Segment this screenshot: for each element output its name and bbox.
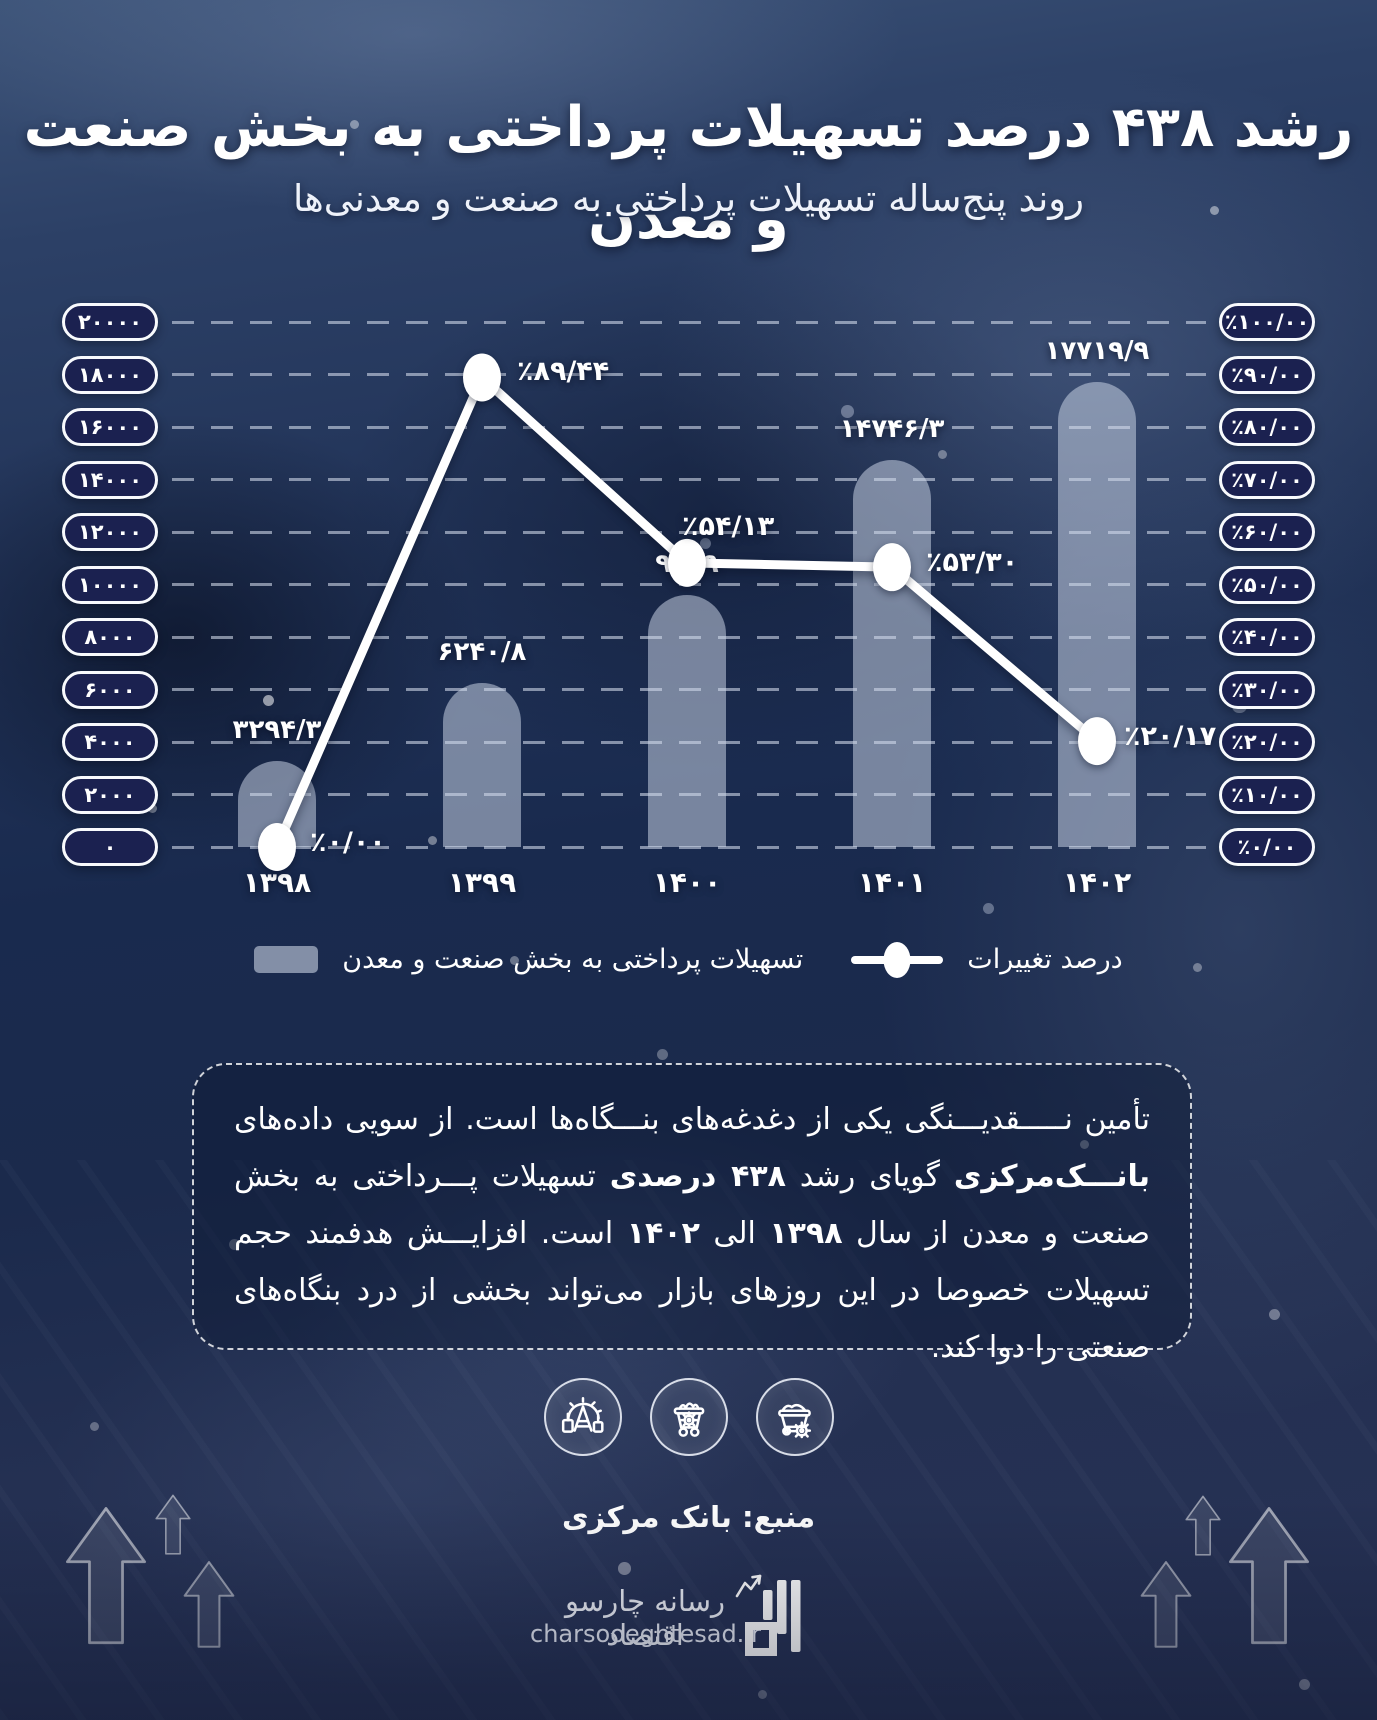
line-dot-icon: [883, 941, 911, 978]
right-axis-tick: ٪۴۰/۰۰: [1219, 618, 1315, 656]
gridline: [172, 478, 1206, 481]
bar-legend-swatch-icon: [254, 946, 319, 973]
page-subtitle: روند پنج‌ساله تسهیلات پرداختی به صنعت و …: [292, 176, 1085, 220]
charsoo-logo-mark: [735, 1574, 801, 1656]
gridline: [172, 425, 1206, 429]
bar: [853, 459, 931, 847]
right-axis-tick: ٪۰/۰۰: [1219, 828, 1315, 866]
legend-item-line: درصد تغییرات: [851, 941, 1123, 978]
left-axis-tick: ۲۰۰۰: [62, 775, 158, 814]
growth-arrow-icon: [65, 1507, 147, 1645]
summary-text: الی: [699, 1216, 770, 1251]
summary-bold-year-1402: ۱۴۰۲: [626, 1216, 700, 1251]
point-value-label: ٪۵۴/۱۳: [682, 510, 775, 542]
brand-name: رسانه چارسو اقتصاد: [530, 1584, 760, 1652]
icon-badge: [755, 1378, 834, 1456]
icon-badge: [649, 1378, 728, 1456]
left-axis-tick: ۰: [62, 828, 158, 866]
bar-value-label: ۳۲۹۴/۳: [232, 714, 322, 745]
source-line: منبع: بانک مرکزی: [0, 1500, 1377, 1534]
right-axis-tick: ٪۱۰/۰۰: [1219, 775, 1315, 814]
sector-icon-badges: [0, 1378, 1377, 1456]
right-axis-tick: ٪۸۰/۰۰: [1219, 408, 1315, 446]
line-point: [463, 353, 501, 402]
growth-arrow-icon: [1228, 1507, 1310, 1645]
right-axis-tick: ٪۲۰/۰۰: [1219, 723, 1315, 761]
legend-item-bar: تسهیلات پرداختی به بخش صنعت و معدن: [254, 944, 803, 975]
point-value-label: ٪۲۰/۱۷: [1124, 721, 1217, 753]
left-axis-tick: ۴۰۰۰: [62, 723, 158, 761]
year-label: ۱۴۰۱: [857, 866, 927, 899]
gridline: [172, 320, 1206, 324]
year-label: ۱۴۰۰: [652, 866, 722, 899]
left-axis-tick: ۲۰۰۰۰: [62, 303, 158, 341]
right-axis-tick: ٪۵۰/۰۰: [1219, 565, 1315, 604]
growth-arrow-icon: [1140, 1561, 1192, 1648]
bar: [443, 683, 521, 847]
year-label: ۱۳۹۸: [242, 866, 312, 899]
legend-bar-label: تسهیلات پرداختی به بخش صنعت و معدن: [342, 944, 804, 975]
bar-value-label: ۱۷۷۱۹/۹: [1044, 335, 1150, 366]
bottom-shade: [0, 1500, 1377, 1720]
summary-text: تأمین نـــــقدیـــنگی یکی از دغدغه‌های ب…: [234, 1102, 1150, 1137]
point-value-label: ٪۰/۰۰: [310, 827, 386, 858]
right-axis-tick: ٪۷۰/۰۰: [1219, 460, 1315, 499]
left-axis-tick: ۱۸۰۰۰: [62, 355, 158, 394]
year-label: ۱۳۹۹: [447, 866, 517, 899]
summary-bold-central-bank: بانـــک‌مرکزی: [953, 1159, 1150, 1194]
point-value-label: ٪۵۳/۳۰: [926, 547, 1019, 579]
line-legend-marker-icon: [851, 941, 944, 978]
right-axis-tick: ٪۳۰/۰۰: [1219, 670, 1315, 709]
left-axis-tick: ۱۴۰۰۰: [62, 460, 158, 499]
summary-text: است. افزایـــش هدفمند حجم تسهیلات خصوصا …: [234, 1216, 1150, 1365]
chart-legend: درصد تغییرات تسهیلات پرداختی به بخش صنعت…: [0, 941, 1377, 978]
summary-bold-year-1398: ۱۳۹۸: [769, 1216, 843, 1251]
point-value-label: ٪۸۹/۴۴: [517, 356, 610, 388]
right-axis-tick: ٪۶۰/۰۰: [1219, 513, 1315, 551]
summary-card: تأمین نـــــقدیـــنگی یکی از دغدغه‌های ب…: [192, 1063, 1192, 1365]
bar: [1058, 381, 1136, 847]
left-axis-tick: ۱۰۰۰۰: [62, 565, 158, 604]
page-title: رشد ۴۳۸ درصد تسهیلات پرداختی به بخش صنعت…: [23, 94, 1354, 252]
growth-arrow-icon: [155, 1494, 191, 1555]
gridline: [172, 373, 1206, 376]
summary-text: گویای رشد: [786, 1159, 954, 1194]
brand-domain: charsooeghtesad.ir: [530, 1620, 761, 1648]
left-axis-tick: ۶۰۰۰: [62, 670, 158, 709]
growth-arrow-icon: [183, 1561, 235, 1648]
year-label: ۱۴۰۲: [1062, 866, 1132, 899]
bar-value-label: ۹۶۱۹: [655, 548, 719, 579]
bar-value-label: ۶۲۴۰/۸: [437, 637, 527, 668]
legend-line-label: درصد تغییرات: [967, 944, 1123, 975]
right-axis-tick: ٪۹۰/۰۰: [1219, 355, 1315, 394]
mine-cart-gear-icon: [673, 1402, 704, 1437]
right-axis-tick: ٪۱۰۰/۰۰: [1219, 303, 1315, 341]
summary-text: تسهیلات پـــرداختی به بخش صنعت و معدن از…: [234, 1159, 1150, 1251]
left-axis-tick: ۱۶۰۰۰: [62, 408, 158, 446]
left-axis-tick: ۸۰۰۰: [62, 618, 158, 656]
growth-arrow-icon: [1185, 1495, 1221, 1556]
summary-bold-438-percent: ۴۳۸ درصدی: [609, 1159, 786, 1194]
left-axis-tick: ۱۲۰۰۰: [62, 513, 158, 551]
icon-badge: [543, 1378, 622, 1456]
bar: [238, 760, 316, 847]
gridline: [172, 583, 1206, 586]
bar: [648, 594, 726, 847]
mining-rig-icon: [561, 1396, 604, 1433]
ore-cart-icon: [777, 1403, 811, 1439]
bar-value-label: ۱۴۷۴۶/۳: [839, 413, 945, 444]
